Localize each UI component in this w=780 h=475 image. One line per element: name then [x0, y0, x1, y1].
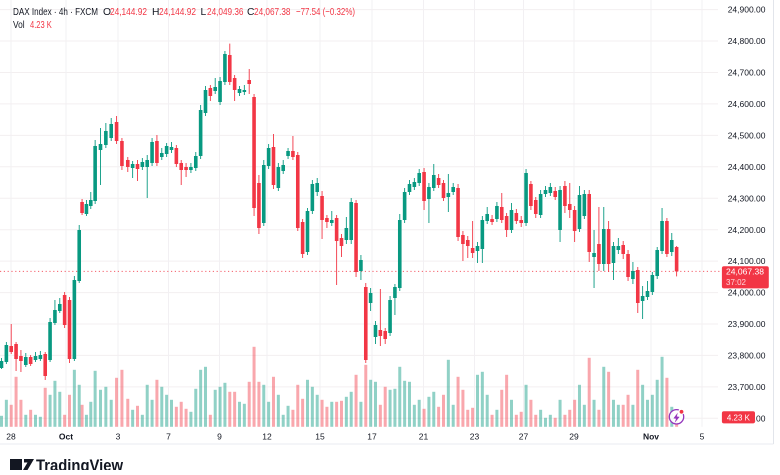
svg-text:−77.54 (−0.32%): −77.54 (−0.32%) [296, 7, 355, 18]
svg-text:4.23 K: 4.23 K [727, 413, 750, 423]
svg-text:24,300.00: 24,300.00 [728, 193, 766, 203]
svg-text:24,067.38: 24,067.38 [254, 7, 291, 18]
svg-text:37:02: 37:02 [726, 277, 746, 287]
svg-text:3: 3 [116, 431, 121, 441]
svg-text:DAX Index · 4h · FXCM: DAX Index · 4h · FXCM [13, 7, 98, 18]
svg-text:C: C [247, 7, 255, 18]
svg-text:24,144.92: 24,144.92 [159, 7, 196, 18]
svg-text:27: 27 [519, 431, 529, 441]
svg-text:17: 17 [367, 431, 377, 441]
svg-text:Vol: Vol [13, 20, 25, 31]
svg-text:24,900.00: 24,900.00 [728, 5, 766, 15]
svg-text:24,100.00: 24,100.00 [728, 256, 766, 266]
svg-text:24,067.38: 24,067.38 [726, 267, 764, 277]
svg-text:24,049.36: 24,049.36 [207, 7, 244, 18]
svg-text:23,800.00: 23,800.00 [728, 351, 766, 361]
svg-text:15: 15 [315, 431, 325, 441]
svg-text:5: 5 [700, 431, 705, 441]
svg-text:24,600.00: 24,600.00 [728, 99, 766, 109]
svg-text:TradingView: TradingView [36, 457, 123, 470]
svg-text:23: 23 [470, 431, 480, 441]
svg-text:23,700.00: 23,700.00 [728, 382, 766, 392]
svg-text:24,200.00: 24,200.00 [728, 225, 766, 235]
svg-text:24,500.00: 24,500.00 [728, 131, 766, 141]
svg-text:24,000.00: 24,000.00 [728, 288, 766, 298]
svg-text:29: 29 [569, 431, 579, 441]
svg-text:12: 12 [262, 431, 272, 441]
svg-text:24,400.00: 24,400.00 [728, 162, 766, 172]
svg-text:Oct: Oct [59, 431, 73, 441]
svg-text:Nov: Nov [643, 431, 659, 441]
svg-text:21: 21 [419, 431, 429, 441]
svg-text:28: 28 [6, 431, 16, 441]
svg-text:24,700.00: 24,700.00 [728, 68, 766, 78]
svg-text:9: 9 [217, 431, 222, 441]
svg-text:H: H [152, 7, 159, 18]
svg-text:23,900.00: 23,900.00 [728, 319, 766, 329]
svg-text:L: L [201, 7, 207, 18]
svg-text:24,800.00: 24,800.00 [728, 36, 766, 46]
svg-text:4.23 K: 4.23 K [30, 20, 52, 31]
svg-text:7: 7 [166, 431, 171, 441]
svg-text:24,144.92: 24,144.92 [110, 7, 147, 18]
svg-text:O: O [103, 7, 111, 18]
